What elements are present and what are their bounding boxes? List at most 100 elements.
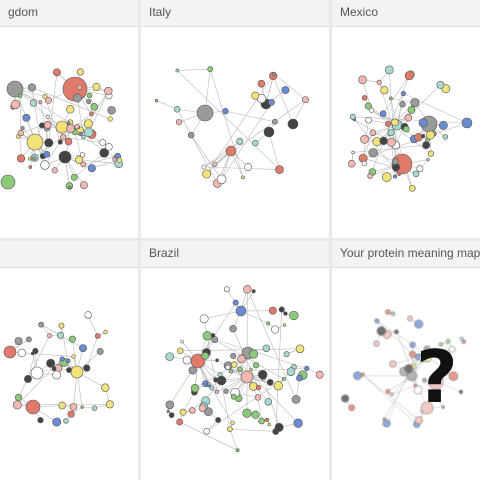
hub-node bbox=[58, 150, 72, 164]
network-graph bbox=[154, 66, 310, 188]
node bbox=[60, 134, 67, 141]
node bbox=[230, 393, 237, 400]
node bbox=[230, 352, 237, 359]
node bbox=[69, 403, 78, 411]
node bbox=[44, 138, 54, 148]
node bbox=[368, 148, 378, 158]
panel-brazil[interactable]: Brazil bbox=[141, 241, 329, 480]
node bbox=[376, 79, 382, 85]
node bbox=[37, 417, 44, 424]
node bbox=[66, 121, 71, 125]
node bbox=[252, 362, 260, 369]
node bbox=[408, 184, 416, 192]
node bbox=[180, 339, 184, 344]
node bbox=[14, 393, 23, 401]
node bbox=[188, 366, 197, 375]
network-graph bbox=[347, 65, 473, 192]
node bbox=[154, 99, 159, 103]
network-graph bbox=[0, 68, 123, 190]
panel-header bbox=[0, 241, 138, 268]
hub-node bbox=[6, 80, 24, 98]
panel-header: Brazil bbox=[141, 241, 329, 268]
hub-node bbox=[225, 145, 237, 157]
node bbox=[283, 311, 288, 316]
node bbox=[438, 121, 448, 130]
panel-uk[interactable]: gdom bbox=[0, 0, 138, 238]
node bbox=[379, 136, 388, 146]
node bbox=[414, 133, 423, 142]
node bbox=[28, 165, 33, 169]
node bbox=[165, 400, 175, 410]
node bbox=[212, 161, 218, 167]
node bbox=[459, 336, 464, 341]
panel-italy[interactable]: Italy bbox=[141, 0, 329, 238]
node bbox=[226, 426, 233, 433]
node bbox=[391, 118, 399, 127]
node bbox=[175, 68, 180, 73]
node bbox=[407, 315, 413, 322]
node bbox=[78, 131, 83, 136]
node bbox=[461, 339, 467, 345]
node bbox=[103, 329, 108, 335]
node bbox=[282, 377, 286, 381]
node bbox=[376, 326, 387, 336]
node bbox=[271, 118, 278, 125]
panel-header: Italy bbox=[141, 0, 329, 27]
hub-node bbox=[420, 401, 434, 415]
panel-header: gdom bbox=[0, 0, 138, 27]
node bbox=[421, 134, 426, 139]
node bbox=[347, 159, 356, 168]
node bbox=[418, 354, 427, 363]
node bbox=[207, 382, 211, 386]
node bbox=[214, 389, 219, 394]
node bbox=[59, 356, 65, 362]
node bbox=[18, 93, 23, 98]
node bbox=[448, 371, 459, 381]
node bbox=[116, 157, 123, 163]
node bbox=[423, 345, 431, 353]
node bbox=[225, 364, 231, 370]
node bbox=[404, 113, 413, 122]
node bbox=[286, 367, 296, 376]
node bbox=[66, 367, 72, 373]
node bbox=[315, 370, 324, 379]
node bbox=[251, 410, 260, 419]
node bbox=[66, 124, 75, 133]
node bbox=[237, 366, 243, 373]
node bbox=[202, 331, 212, 341]
node bbox=[255, 384, 262, 391]
node bbox=[179, 408, 187, 416]
node bbox=[166, 409, 170, 414]
node bbox=[243, 285, 252, 294]
node bbox=[57, 139, 63, 145]
node bbox=[268, 98, 275, 106]
node bbox=[83, 364, 91, 372]
node bbox=[241, 175, 245, 180]
node bbox=[80, 161, 87, 168]
panel-4[interactable] bbox=[0, 241, 138, 480]
node bbox=[24, 375, 32, 383]
panel-mexico[interactable]: Mexico bbox=[332, 0, 480, 238]
node bbox=[213, 377, 219, 383]
node bbox=[228, 368, 234, 374]
node bbox=[291, 395, 301, 404]
node bbox=[53, 68, 61, 77]
hub-node bbox=[0, 174, 16, 190]
node bbox=[251, 91, 260, 100]
panel-yours[interactable]: Your protein meaning map h ? bbox=[332, 241, 480, 480]
node bbox=[17, 348, 26, 358]
node bbox=[10, 99, 21, 110]
node bbox=[267, 422, 272, 427]
node bbox=[64, 137, 73, 146]
node bbox=[361, 95, 368, 101]
node bbox=[71, 354, 76, 359]
node bbox=[77, 84, 83, 90]
node bbox=[231, 361, 238, 368]
node bbox=[257, 79, 266, 88]
node bbox=[382, 419, 391, 428]
node bbox=[242, 408, 252, 418]
node bbox=[104, 86, 113, 96]
hub-node bbox=[25, 399, 41, 415]
node bbox=[379, 110, 387, 118]
